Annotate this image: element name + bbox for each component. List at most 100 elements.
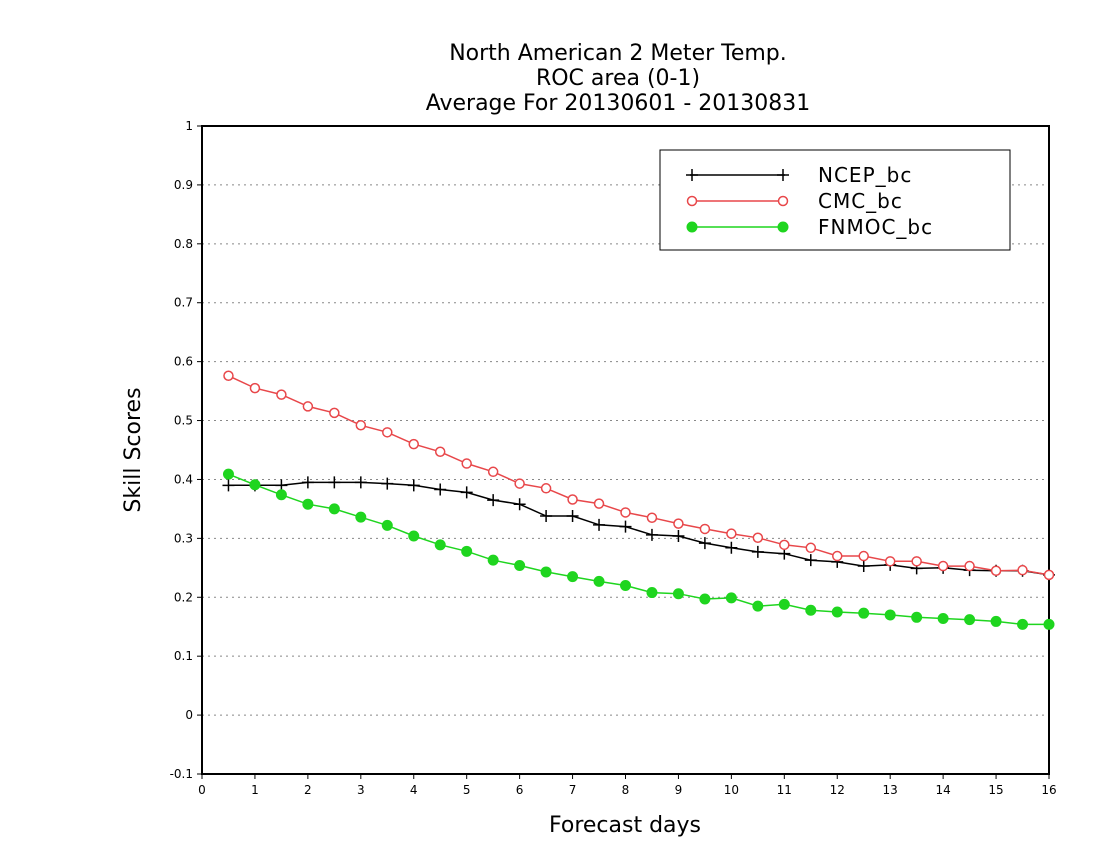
x-tick-label: 13 — [883, 783, 898, 797]
data-point — [275, 489, 287, 501]
y-tick-label: 0.1 — [174, 649, 193, 663]
legend-entry: FNMOC_bc — [686, 215, 932, 239]
data-point — [567, 494, 578, 505]
series-group — [222, 370, 1055, 630]
data-point — [328, 476, 341, 489]
data-point — [686, 195, 698, 207]
data-point — [434, 446, 446, 458]
data-point — [1043, 569, 1055, 581]
data-point — [461, 458, 472, 469]
data-point — [487, 554, 499, 566]
data-point — [751, 545, 764, 558]
gridlines — [202, 184, 1049, 716]
data-point — [302, 498, 314, 510]
data-point — [460, 486, 473, 499]
data-point — [223, 370, 234, 382]
data-point — [858, 550, 869, 562]
legend-label: NCEP_bc — [818, 163, 912, 187]
data-point — [832, 550, 843, 562]
x-tick-label: 14 — [935, 783, 950, 797]
data-point — [1017, 618, 1029, 630]
y-tick-label: 0.8 — [174, 237, 193, 251]
data-point — [434, 483, 447, 496]
data-point — [911, 611, 923, 623]
y-tick-label: 0.2 — [174, 590, 193, 604]
data-point — [646, 587, 658, 599]
data-point — [619, 520, 632, 533]
y-tick-label: 0.4 — [174, 472, 193, 486]
x-tick-label: 4 — [410, 783, 418, 797]
data-point — [884, 556, 896, 567]
series-line — [228, 375, 1050, 576]
series-line — [228, 473, 1049, 626]
data-point — [857, 560, 870, 573]
data-point — [777, 169, 789, 181]
data-point — [620, 579, 631, 591]
x-tick-label: 9 — [675, 783, 683, 797]
y-tick-label: 1 — [185, 119, 193, 133]
data-point — [382, 427, 393, 438]
y-tick-label: 0.5 — [174, 414, 193, 428]
data-point — [593, 518, 606, 531]
data-point — [540, 483, 552, 494]
x-axis: 0 1 2 3 4 5 6 7 8 9 10 11 12 13 14 15 16 — [198, 774, 1057, 797]
data-point — [884, 609, 896, 621]
data-point — [329, 407, 340, 419]
data-point — [540, 509, 553, 522]
data-point — [407, 479, 420, 492]
data-point — [355, 511, 367, 523]
x-tick-label: 0 — [198, 783, 206, 797]
y-axis: -0.1 0 0.1 0.2 0.3 0.4 0.5 0.6 0.7 0.8 0.9 1 — [170, 119, 202, 781]
data-point — [620, 507, 631, 518]
x-tick-label: 15 — [988, 783, 1003, 797]
y-tick-label: 0.7 — [174, 296, 193, 310]
data-point — [778, 598, 790, 610]
data-point — [461, 545, 473, 557]
data-point — [408, 438, 419, 450]
data-point — [699, 593, 711, 605]
x-tick-label: 16 — [1041, 783, 1056, 797]
x-tick-label: 12 — [830, 783, 845, 797]
data-point — [990, 565, 1002, 577]
data-point — [725, 541, 738, 554]
data-point — [566, 509, 579, 522]
x-tick-label: 8 — [622, 783, 630, 797]
y-tick-label: 0.6 — [174, 355, 193, 369]
legend-box — [659, 149, 1011, 251]
y-tick-label: 0.9 — [174, 178, 193, 192]
x-tick-label: 11 — [777, 783, 792, 797]
data-point — [540, 566, 552, 578]
data-point — [779, 539, 790, 551]
data-point — [672, 530, 685, 543]
legend-entry: CMC_bc — [686, 189, 903, 213]
data-point — [381, 477, 394, 490]
data-point — [698, 537, 711, 550]
data-point — [593, 498, 605, 509]
data-point — [1043, 618, 1055, 630]
x-tick-label: 10 — [724, 783, 739, 797]
data-point — [514, 478, 525, 489]
data-point — [276, 389, 287, 400]
data-point — [777, 221, 789, 233]
data-point — [699, 523, 711, 535]
data-point — [964, 560, 975, 572]
data-point — [752, 532, 764, 544]
data-point — [673, 518, 684, 529]
data-point — [805, 604, 817, 616]
data-point — [831, 606, 843, 618]
x-tick-label: 5 — [463, 783, 471, 797]
data-point — [858, 607, 870, 619]
data-point — [408, 530, 420, 542]
x-axis-label: Forecast days — [549, 813, 701, 838]
legend-label: CMC_bc — [818, 189, 903, 213]
data-point — [937, 560, 949, 572]
x-tick-label: 1 — [251, 783, 259, 797]
x-tick-label: 7 — [569, 783, 577, 797]
data-point — [804, 554, 817, 567]
data-point — [593, 575, 605, 587]
chart-title: North American 2 Meter Temp. ROC area (0… — [426, 41, 811, 116]
data-point — [222, 479, 235, 492]
x-tick-label: 3 — [357, 783, 365, 797]
y-tick-label: 0 — [185, 708, 193, 722]
data-point — [726, 528, 737, 539]
